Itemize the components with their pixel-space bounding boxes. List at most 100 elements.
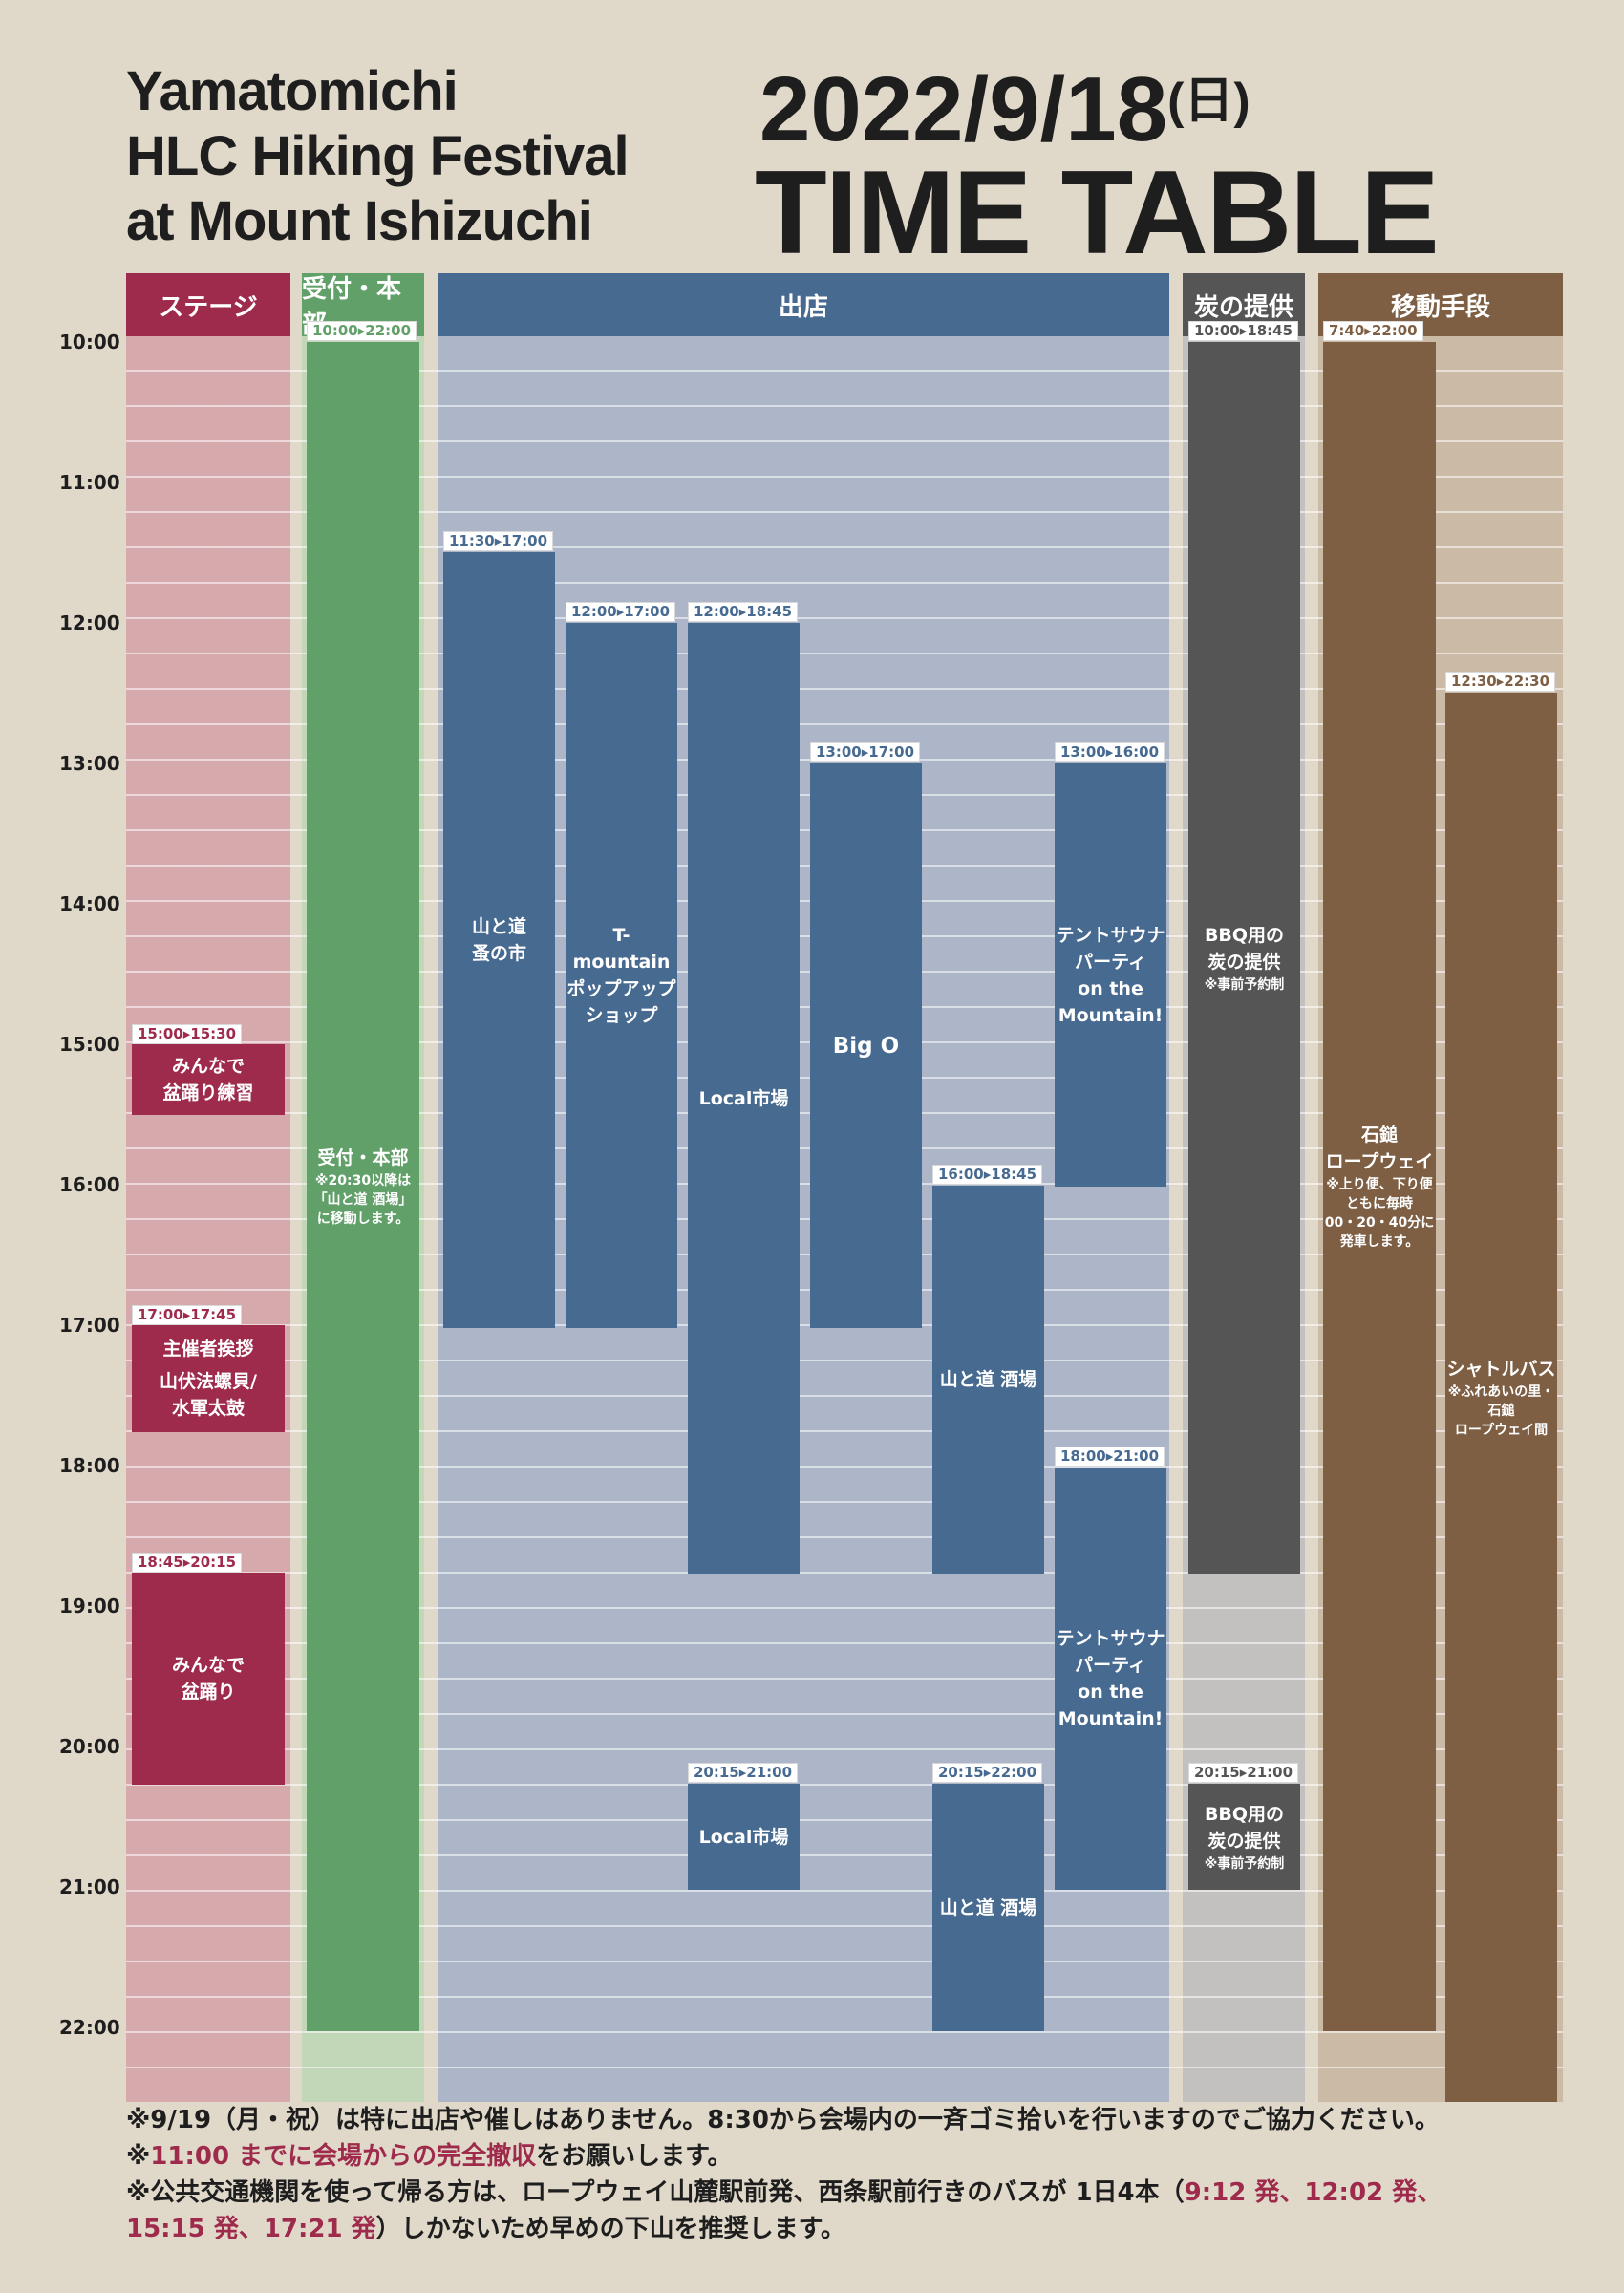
event-line: パーティ [1075, 951, 1146, 973]
note-highlight: 9:12 発、12:02 発、 [1184, 2178, 1442, 2207]
event-line: 盆踊り練習 [162, 1082, 254, 1104]
time-label: 22:00 [59, 2016, 120, 2039]
time-label: 21:00 [59, 1875, 120, 1898]
event-note: ※20:30以降は [314, 1173, 412, 1189]
event-note: ※事前予約制 [1204, 976, 1285, 993]
time-label: 17:00 [59, 1314, 120, 1337]
column-header-stage: ステージ [126, 273, 290, 336]
event-note: ロープウェイ間 [1454, 1422, 1549, 1438]
event-note: ともに毎時 [1346, 1196, 1413, 1211]
event-line: 山と道 酒場 [939, 1897, 1037, 1918]
note-text: ）しかないため早めの下山を推奨します。 [375, 2215, 846, 2243]
time-label: 16:00 [59, 1173, 120, 1196]
event-line: テントサウナ [1056, 924, 1165, 946]
event-line: Local市場 [698, 1087, 789, 1109]
note-highlight: 11:00 までに会場からの完全撤収 [150, 2142, 537, 2171]
time-tag: 20:15▸21:00 [688, 1763, 799, 1783]
event-line: パーティ [1075, 1655, 1146, 1676]
event-line: T-mountain [572, 925, 671, 973]
time-tag: 12:00▸18:45 [688, 602, 799, 622]
event-local-market-night: Local市場 [688, 1784, 800, 1890]
event-line: on the [1078, 1682, 1143, 1703]
event-tent-sauna: テントサウナ パーティ on the Mountain! [1055, 763, 1166, 1187]
event-line: みんなで [171, 1056, 245, 1077]
event-note: 発車します。 [1339, 1234, 1420, 1250]
event-date: 2022/9/18(日) [759, 54, 1250, 158]
event-title: Yamatomichi HLC Hiking Festival at Mount… [126, 59, 630, 254]
event-line: BBQ用の [1204, 1803, 1285, 1825]
time-tag: 20:15▸22:00 [932, 1763, 1043, 1783]
event-line: みんなで [171, 1655, 245, 1676]
time-tag: 18:00▸21:00 [1055, 1447, 1165, 1467]
event-line: on the [1078, 977, 1143, 999]
note-line: ※9/19（月・祝）は特に出店や催しはありません。8:30から会場内の一斉ゴミ拾… [126, 2106, 1440, 2134]
event-line: 炭の提供 [1207, 951, 1281, 973]
event-big-o: Big O [810, 763, 922, 1328]
time-tag: 11:30▸17:00 [443, 531, 554, 551]
event-line: テントサウナ [1056, 1628, 1165, 1649]
event-line: 主催者挨拶 [162, 1339, 254, 1360]
time-label: 15:00 [59, 1033, 120, 1056]
event-line: ロープウェイ [1325, 1151, 1434, 1172]
column-header-shops: 出店 [438, 273, 1169, 336]
event-shuttle-bus: シャトルバス ※ふれあいの里・ 石鎚 ロープウェイ間 [1445, 693, 1557, 2102]
time-tag: 10:00▸18:45 [1188, 321, 1299, 341]
time-tag: 18:45▸20:15 [132, 1553, 243, 1573]
time-tag: 10:00▸22:00 [307, 321, 417, 341]
event-local-market: Local市場 [688, 623, 800, 1574]
event-line: 石鎚 [1360, 1125, 1398, 1146]
event-line: Mountain! [1058, 1004, 1164, 1026]
event-line: 蚤の市 [471, 943, 526, 964]
time-tag: 13:00▸17:00 [810, 742, 921, 762]
event-note: に移動します。 [316, 1211, 410, 1227]
time-tag: 12:00▸17:00 [566, 602, 676, 622]
event-line: ポップアップ [566, 978, 676, 999]
event-line: シャトルバス [1446, 1358, 1556, 1380]
event-sakaba: 山と道 酒場 [932, 1186, 1044, 1574]
note-text: ※ [126, 2142, 151, 2171]
time-tag: 12:30▸22:30 [1445, 672, 1556, 692]
weekday-text: (日) [1167, 74, 1250, 129]
event-line: BBQ用の [1204, 924, 1285, 946]
time-label: 11:00 [59, 471, 120, 494]
time-label: 13:00 [59, 752, 120, 775]
event-charcoal-night: BBQ用の 炭の提供 ※事前予約制 [1188, 1784, 1300, 1890]
time-tag: 7:40▸22:00 [1323, 321, 1423, 341]
note-text: をお願いします。 [536, 2142, 733, 2171]
note-highlight: 15:15 発、17:21 発 [126, 2215, 376, 2243]
event-bon-dance: みんなで 盆踊り [132, 1573, 285, 1785]
time-tag: 17:00▸17:45 [132, 1305, 243, 1325]
time-label: 18:00 [59, 1454, 120, 1477]
event-organizer-greeting: 主催者挨拶 山伏法螺貝/ 水軍太鼓 [132, 1325, 285, 1432]
event-sakaba-night: 山と道 酒場 [932, 1784, 1044, 2031]
note-line: ※11:00 までに会場からの完全撤収をお願いします。 [126, 2138, 1559, 2175]
event-note: 「山と道 酒場」 [313, 1192, 413, 1208]
event-ropeway: 石鎚 ロープウェイ ※上り便、下り便 ともに毎時 00・20・40分に 発車しま… [1323, 342, 1436, 2031]
event-reception: 受付・本部 ※20:30以降は 「山と道 酒場」 に移動します。 [307, 342, 419, 2031]
event-note: ※ふれあいの里・ [1447, 1383, 1555, 1400]
event-note: ※上り便、下り便 [1326, 1177, 1433, 1192]
footer-notes: ※9/19（月・祝）は特に出店や催しはありません。8:30から会場内の一斉ゴミ拾… [126, 2102, 1559, 2247]
event-line: 水軍太鼓 [171, 1398, 245, 1419]
event-charcoal: BBQ用の 炭の提供 ※事前予約制 [1188, 342, 1300, 1574]
time-tag: 13:00▸16:00 [1055, 742, 1165, 762]
event-line: Big O [832, 1033, 900, 1059]
event-line: 炭の提供 [1207, 1830, 1281, 1852]
event-title-line1: Yamatomichi [126, 60, 459, 122]
time-label: 20:00 [59, 1735, 120, 1758]
event-line: 山伏法螺貝/ [160, 1371, 257, 1392]
time-tag: 16:00▸18:45 [932, 1165, 1043, 1185]
time-tag: 20:15▸21:00 [1188, 1763, 1299, 1783]
event-title-line2: HLC Hiking Festival [126, 125, 630, 187]
time-label: 14:00 [59, 892, 120, 915]
event-note: 00・20・40分に [1324, 1215, 1435, 1231]
time-tag: 15:00▸15:30 [132, 1024, 243, 1044]
event-line: ショップ [585, 1005, 658, 1026]
time-label: 12:00 [59, 611, 120, 634]
event-line: Local市場 [698, 1826, 789, 1848]
event-note: 石鎚 [1487, 1403, 1515, 1419]
column-bg-stage [126, 336, 290, 2102]
page-title: TIME TABLE [755, 147, 1440, 279]
event-tent-sauna-night: テントサウナ パーティ on the Mountain! [1055, 1468, 1166, 1890]
time-label: 19:00 [59, 1595, 120, 1618]
